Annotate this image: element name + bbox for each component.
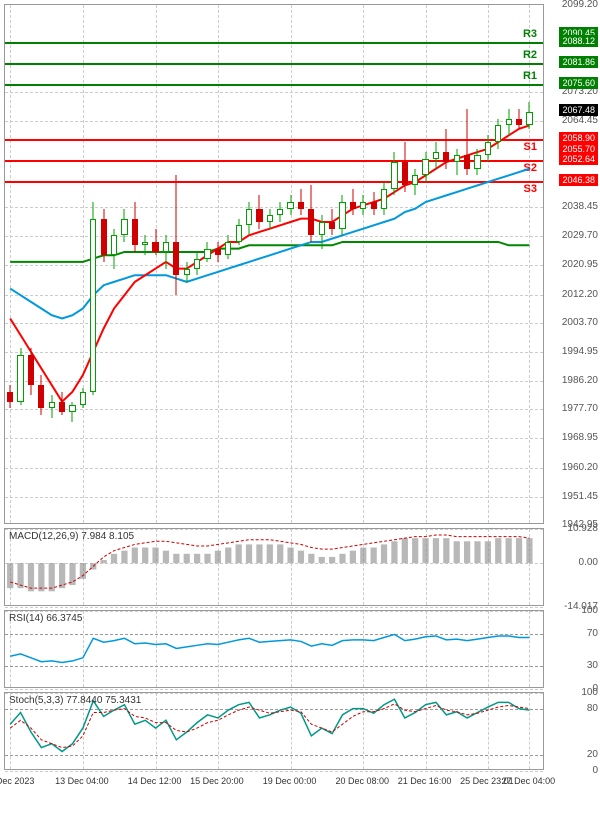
candle bbox=[526, 5, 532, 525]
rsi-panel[interactable]: RSI(14) 66.3745 bbox=[4, 610, 544, 688]
candle bbox=[184, 5, 190, 525]
y-tick-label: 2020.95 bbox=[562, 259, 598, 270]
candle bbox=[287, 5, 293, 525]
candle bbox=[59, 5, 65, 525]
candle bbox=[173, 5, 179, 525]
candle bbox=[308, 5, 314, 525]
current-price-box: 2067.48 bbox=[559, 104, 598, 116]
x-tick-label: 15 Dec 20:00 bbox=[190, 776, 244, 786]
candle bbox=[256, 5, 262, 525]
candle bbox=[443, 5, 449, 525]
y-tick-label: 1994.95 bbox=[562, 346, 598, 357]
candle bbox=[329, 5, 335, 525]
candle bbox=[506, 5, 512, 525]
macd-panel[interactable]: MACD(12,26,9) 7.984 8.105 bbox=[4, 528, 544, 606]
x-tick-label: 21 Dec 16:00 bbox=[398, 776, 452, 786]
price-level-box: 2075.60 bbox=[559, 77, 598, 89]
candle bbox=[101, 5, 107, 525]
candle bbox=[80, 5, 86, 525]
candle bbox=[516, 5, 522, 525]
candle bbox=[38, 5, 44, 525]
x-tick-label: 11 Dec 2023 bbox=[0, 776, 34, 786]
candle bbox=[454, 5, 460, 525]
candle bbox=[7, 5, 13, 525]
candle bbox=[267, 5, 273, 525]
y-tick-label: 1968.95 bbox=[562, 432, 598, 443]
candle bbox=[495, 5, 501, 525]
y-tick-label: 2003.70 bbox=[562, 317, 598, 328]
y-tick-label: 2064.45 bbox=[562, 115, 598, 126]
candle bbox=[69, 5, 75, 525]
stoch-label: Stoch(5,3,3) 77.8440 75.3431 bbox=[9, 695, 141, 706]
candle bbox=[236, 5, 242, 525]
y-tick-label: 1951.45 bbox=[562, 491, 598, 502]
candle bbox=[152, 5, 158, 525]
candle bbox=[121, 5, 127, 525]
stoch-panel[interactable]: Stoch(5,3,3) 77.8440 75.3431 bbox=[4, 692, 544, 770]
x-axis: 11 Dec 202313 Dec 04:0014 Dec 12:0015 De… bbox=[4, 774, 544, 814]
y-tick-label: 2099.20 bbox=[562, 0, 598, 10]
y-tick-label: 1960.20 bbox=[562, 462, 598, 473]
candle bbox=[90, 5, 96, 525]
candle bbox=[464, 5, 470, 525]
candle bbox=[163, 5, 169, 525]
candle bbox=[350, 5, 356, 525]
candle bbox=[246, 5, 252, 525]
candle bbox=[391, 5, 397, 525]
candle bbox=[381, 5, 387, 525]
candle bbox=[402, 5, 408, 525]
candle bbox=[412, 5, 418, 525]
y-tick-label: 2012.20 bbox=[562, 289, 598, 300]
candle bbox=[277, 5, 283, 525]
rsi-label: RSI(14) 66.3745 bbox=[9, 613, 82, 624]
candle bbox=[422, 5, 428, 525]
main-price-panel[interactable]: R3R2R1S1S2S3 bbox=[4, 4, 544, 524]
price-level-box: 2088.12 bbox=[559, 35, 598, 47]
price-level-box: 2052.64 bbox=[559, 153, 598, 165]
candle bbox=[215, 5, 221, 525]
candle bbox=[360, 5, 366, 525]
candle bbox=[28, 5, 34, 525]
candle bbox=[371, 5, 377, 525]
candle bbox=[339, 5, 345, 525]
candle bbox=[132, 5, 138, 525]
candle bbox=[49, 5, 55, 525]
y-tick-label: 1977.70 bbox=[562, 403, 598, 414]
candle bbox=[111, 5, 117, 525]
candle bbox=[204, 5, 210, 525]
x-tick-label: 20 Dec 08:00 bbox=[335, 776, 389, 786]
candle bbox=[142, 5, 148, 525]
candle bbox=[485, 5, 491, 525]
price-level-box: 2081.86 bbox=[559, 56, 598, 68]
candle bbox=[433, 5, 439, 525]
chart-container: R3R2R1S1S2S3 MACD(12,26,9) 7.984 8.105 R… bbox=[0, 0, 600, 818]
price-level-box: 2046.38 bbox=[559, 174, 598, 186]
x-tick-label: 13 Dec 04:00 bbox=[55, 776, 109, 786]
x-tick-label: 19 Dec 00:00 bbox=[263, 776, 317, 786]
candle bbox=[225, 5, 231, 525]
candle bbox=[474, 5, 480, 525]
macd-label: MACD(12,26,9) 7.984 8.105 bbox=[9, 531, 134, 542]
candle bbox=[17, 5, 23, 525]
candle bbox=[298, 5, 304, 525]
x-tick-label: 27 Dec 04:00 bbox=[502, 776, 556, 786]
y-tick-label: 2029.70 bbox=[562, 230, 598, 241]
candle bbox=[319, 5, 325, 525]
y-tick-label: 1986.20 bbox=[562, 375, 598, 386]
y-tick-label: 2038.45 bbox=[562, 201, 598, 212]
x-tick-label: 14 Dec 12:00 bbox=[128, 776, 182, 786]
candle bbox=[194, 5, 200, 525]
